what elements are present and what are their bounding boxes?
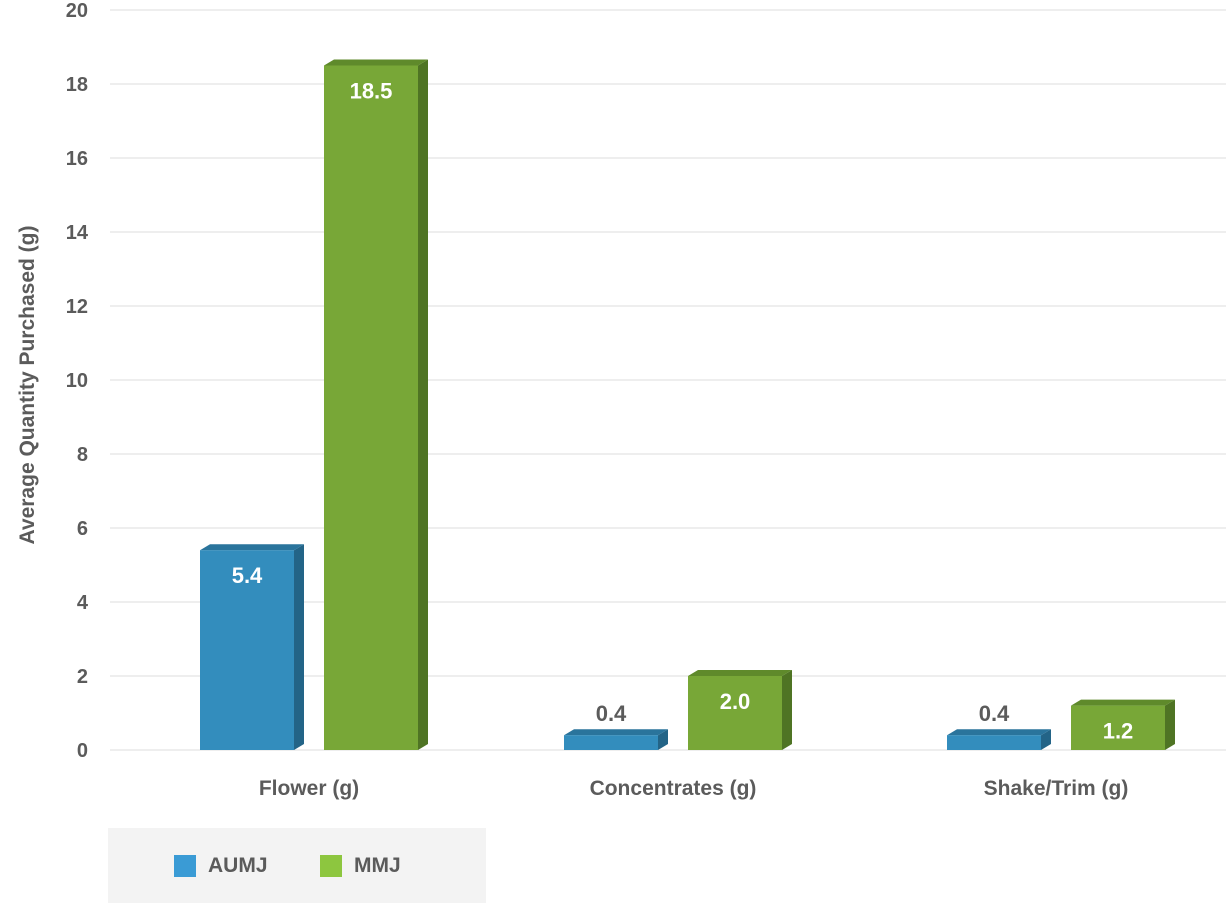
bar-chart: 0 2 4 6 8 10 12 14 16 18 20 Average Quantity Purch… [16,0,1226,800]
y-tick-label: 20 [66,0,88,22]
data-label: 5.4 [232,563,263,588]
bars: 5.4 18.5 0.4 2.0 0.4 1.2 [200,59,1175,750]
legend-label-mmj: MMJ [354,853,401,877]
data-label: 0.4 [596,701,627,726]
x-axis-categories: Flower (g) Concentrates (g) Shake/Trim (g) [259,777,1129,800]
bar-mmj-2 [1071,699,1175,750]
bar-top [324,59,428,66]
bar-top [200,544,304,551]
y-tick-label: 0 [77,740,88,762]
data-label: 0.4 [979,701,1010,726]
legend-label-aumj: AUMJ [208,853,268,877]
bar-front [564,735,658,750]
bar-side [418,59,428,750]
y-tick-label: 14 [66,222,89,244]
y-axis-ticks: 0 2 4 6 8 10 12 14 16 18 20 [66,0,89,762]
data-label: 2.0 [720,689,751,714]
bar-side [658,729,668,750]
bar-mmj-1 [688,670,792,750]
bar-top [688,670,792,676]
x-category-label: Concentrates (g) [590,777,757,800]
bar-top [1071,699,1175,706]
bar-aumj-0 [200,544,304,750]
x-category-label: Flower (g) [259,777,359,800]
bar-aumj-1 [564,729,668,750]
y-tick-label: 16 [66,148,88,170]
bar-mmj-0 [324,59,428,750]
y-axis-title: Average Quantity Purchased (g) [16,226,39,545]
legend: AUMJ MMJ [108,828,486,903]
legend-swatch-aumj [174,854,196,877]
y-tick-label: 12 [66,296,88,318]
x-category-label: Shake/Trim (g) [984,777,1129,800]
y-tick-label: 2 [77,666,88,688]
bar-front [324,65,418,750]
y-tick-label: 18 [66,74,88,96]
legend-item-aumj: AUMJ [174,828,268,903]
legend-swatch-mmj [320,854,342,877]
bar-side [294,544,304,750]
y-tick-label: 4 [77,592,89,614]
bar-front [947,735,1041,750]
bar-front [1071,705,1165,750]
data-label: 18.5 [350,79,393,104]
legend-item-mmj: MMJ [320,828,401,903]
data-label: 1.2 [1103,719,1134,744]
bar-front [688,676,782,750]
bar-side [1165,699,1175,750]
y-tick-label: 8 [77,444,88,466]
y-tick-label: 6 [77,518,88,540]
bar-top [947,729,1051,736]
bar-top [564,729,668,736]
bar-side [1041,729,1051,750]
bar-aumj-2 [947,729,1051,750]
bar-front [200,550,294,750]
y-tick-label: 10 [66,370,88,392]
bar-side [782,670,792,750]
